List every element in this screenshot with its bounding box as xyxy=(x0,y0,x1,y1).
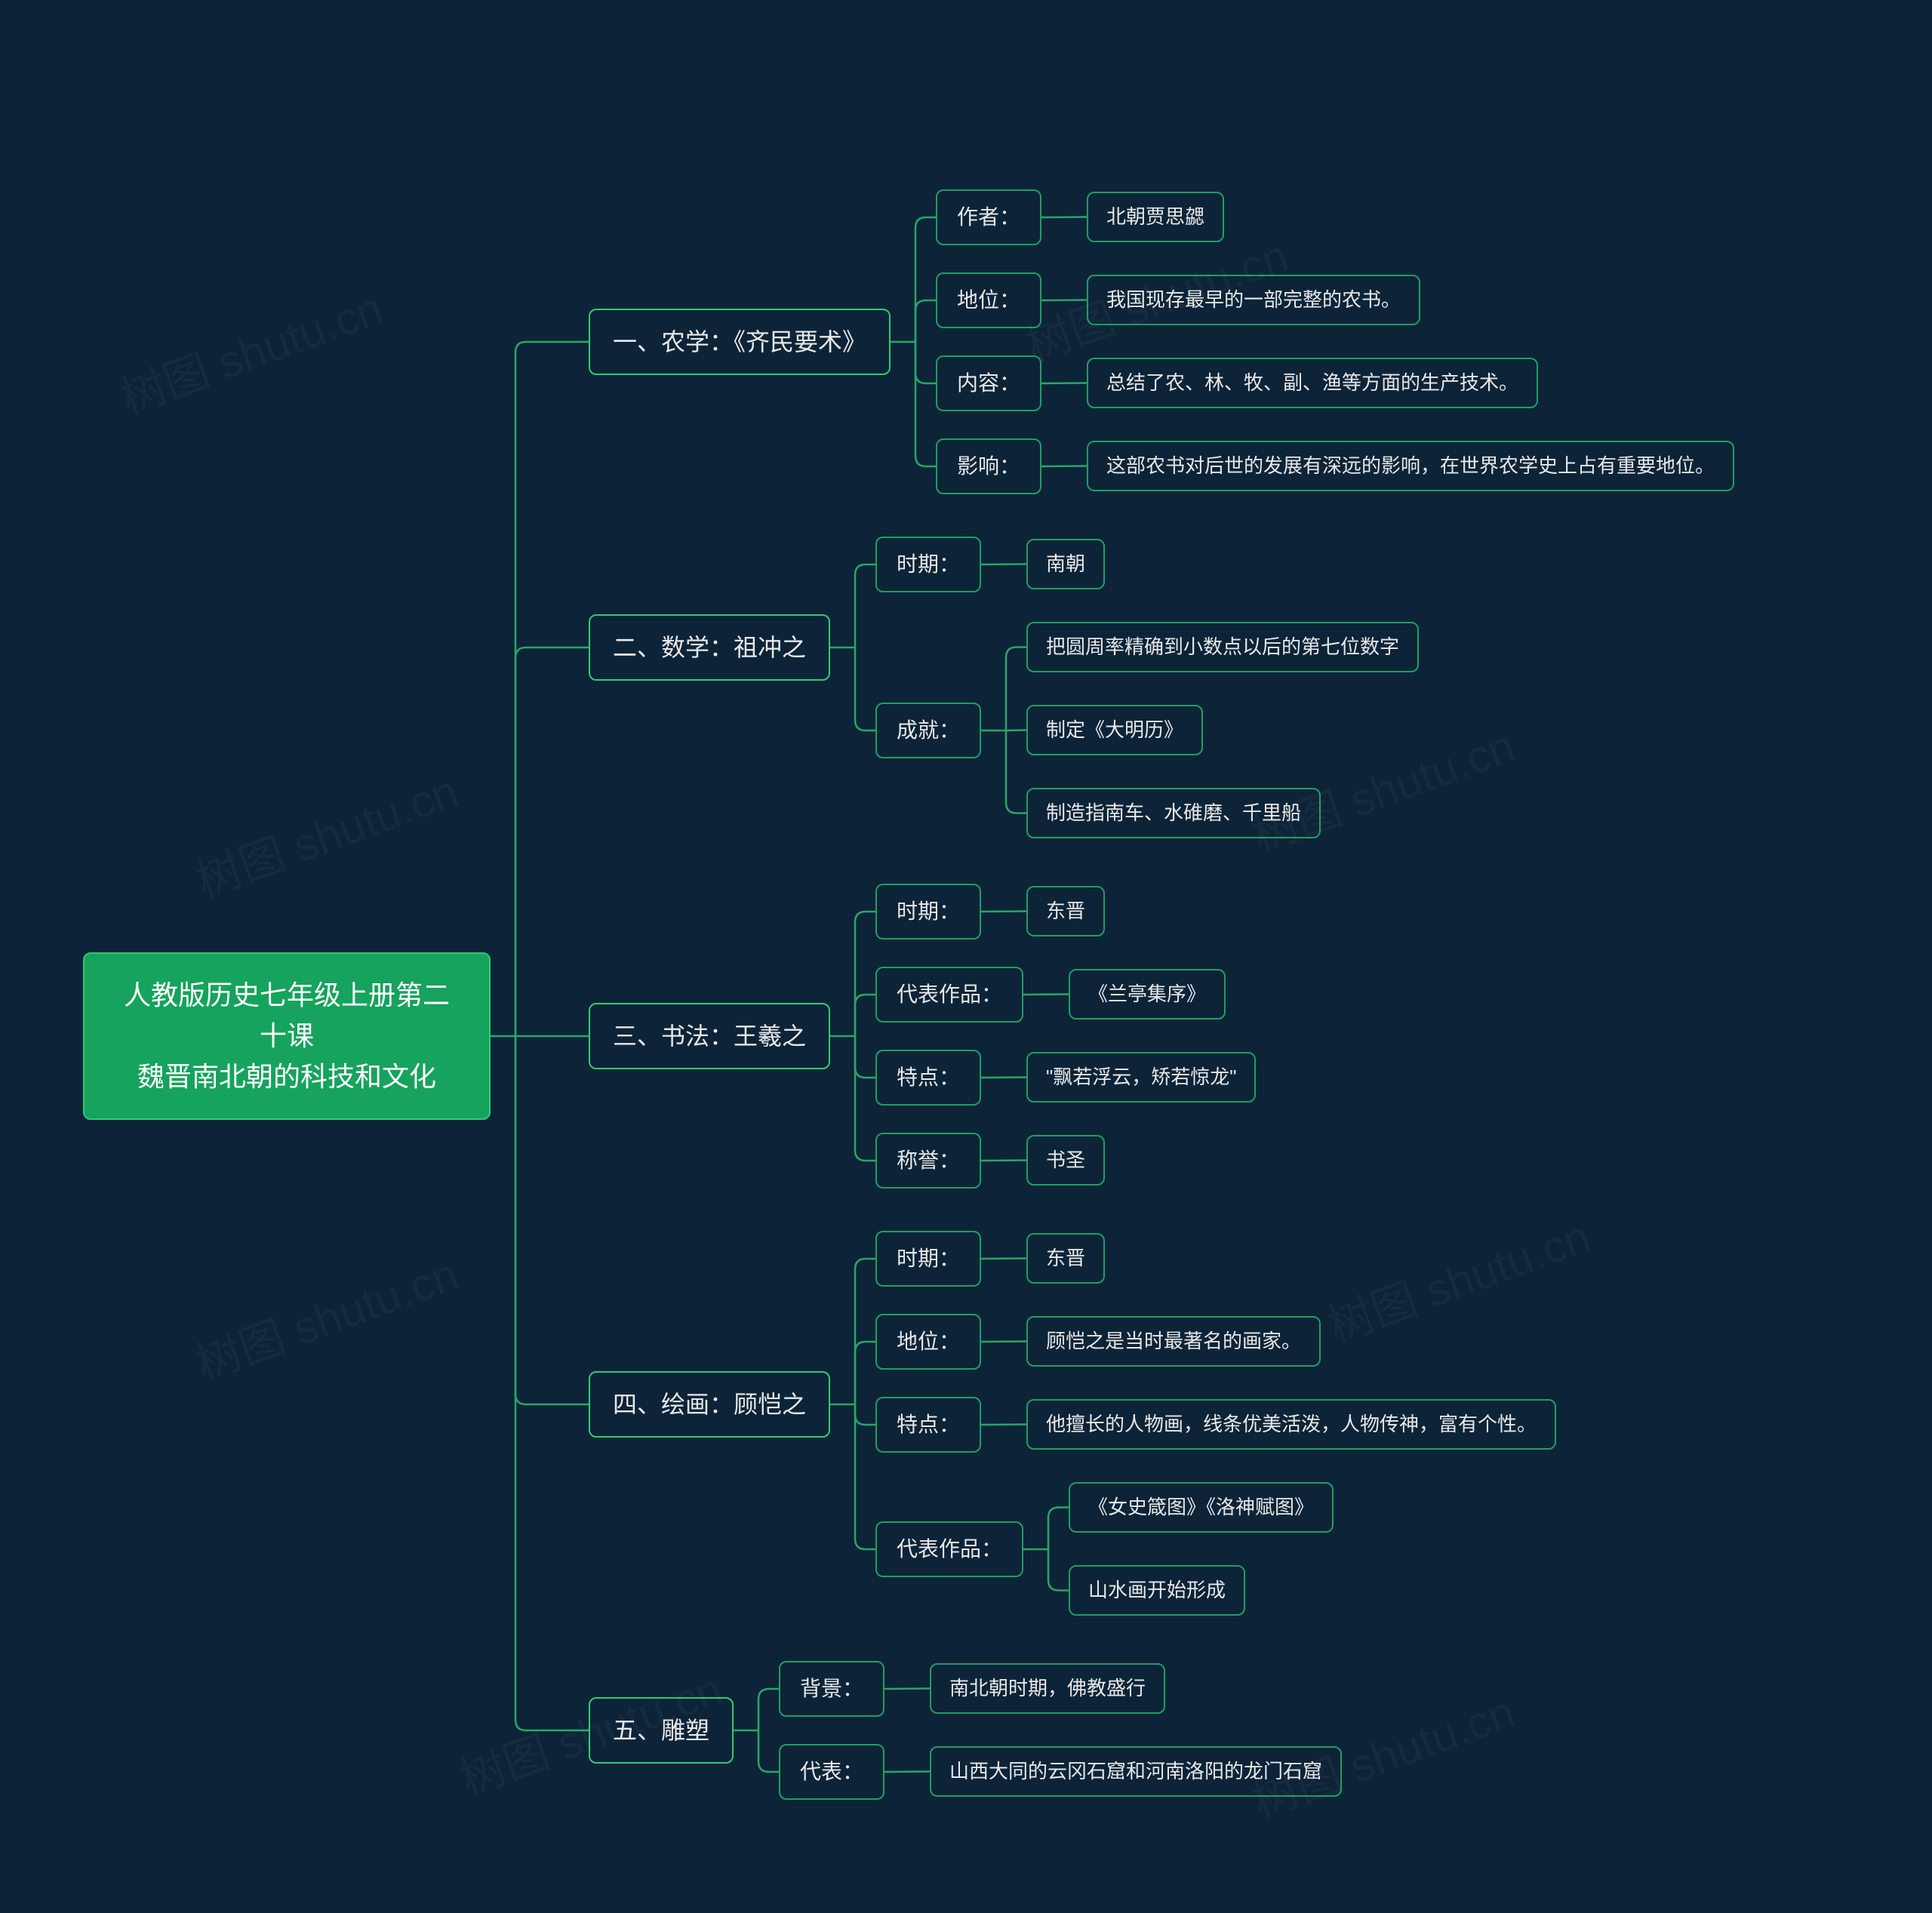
leaf-node: 《女史箴图》《洛神赋图》 xyxy=(1069,1482,1334,1533)
attribute-node: 时期： xyxy=(875,537,981,592)
leaf-node: 南朝 xyxy=(1026,539,1105,589)
attribute-node: 特点： xyxy=(875,1050,981,1106)
leaf-node: 总结了农、林、牧、副、渔等方面的生产技术。 xyxy=(1087,358,1538,408)
watermark: 树图 shutu.cn xyxy=(110,272,390,427)
attribute-node: 时期： xyxy=(875,1231,981,1287)
attribute-node: 作者： xyxy=(936,189,1041,245)
attribute-node: 代表： xyxy=(779,1744,884,1800)
attribute-node: 代表作品： xyxy=(875,1521,1023,1577)
branch-node: 三、书法：王羲之 xyxy=(589,1003,830,1069)
leaf-node: 我国现存最早的一部完整的农书。 xyxy=(1087,275,1420,325)
attribute-node: 内容： xyxy=(936,355,1041,411)
attribute-node: 地位： xyxy=(936,272,1041,328)
leaf-node: 《兰亭集序》 xyxy=(1069,969,1226,1020)
watermark: 树图 shutu.cn xyxy=(186,1238,466,1393)
branch-node: 四、绘画：顾恺之 xyxy=(589,1371,830,1438)
root-line: 人教版历史七年级上册第二十课 xyxy=(112,975,462,1056)
leaf-node: 把圆周率精确到小数点以后的第七位数字 xyxy=(1026,622,1419,672)
leaf-node: 山水画开始形成 xyxy=(1069,1565,1245,1616)
leaf-node: "飘若浮云，矫若惊龙" xyxy=(1026,1052,1256,1103)
watermark: 树图 shutu.cn xyxy=(186,755,466,910)
leaf-node: 他擅长的人物画，线条优美活泼，人物传神，富有个性。 xyxy=(1026,1399,1556,1450)
attribute-node: 时期： xyxy=(875,884,981,940)
branch-node: 五、雕塑 xyxy=(589,1697,734,1764)
attribute-node: 背景： xyxy=(779,1661,884,1717)
root-line: 魏晋南北朝的科技和文化 xyxy=(137,1056,436,1097)
attribute-node: 地位： xyxy=(875,1314,981,1370)
attribute-node: 称誉： xyxy=(875,1133,981,1189)
leaf-node: 书圣 xyxy=(1026,1135,1105,1186)
branch-node: 二、数学：祖冲之 xyxy=(589,614,830,681)
leaf-node: 制定《大明历》 xyxy=(1026,705,1203,755)
leaf-node: 东晋 xyxy=(1026,1233,1105,1284)
leaf-node: 山西大同的云冈石窟和河南洛阳的龙门石窟 xyxy=(930,1746,1342,1797)
attribute-node: 影响： xyxy=(936,438,1041,494)
leaf-node: 顾恺之是当时最著名的画家。 xyxy=(1026,1316,1321,1367)
branch-node: 一、农学：《齐民要术》 xyxy=(589,309,891,375)
leaf-node: 制造指南车、水碓磨、千里船 xyxy=(1026,788,1321,838)
mindmap-root: 人教版历史七年级上册第二十课魏晋南北朝的科技和文化 xyxy=(83,952,491,1120)
leaf-node: 东晋 xyxy=(1026,886,1105,937)
attribute-node: 成就： xyxy=(875,703,981,758)
leaf-node: 这部农书对后世的发展有深远的影响，在世界农学史上占有重要地位。 xyxy=(1087,441,1734,491)
watermark: 树图 shutu.cn xyxy=(1318,1200,1598,1355)
leaf-node: 北朝贾思勰 xyxy=(1087,192,1224,242)
leaf-node: 南北朝时期，佛教盛行 xyxy=(930,1663,1165,1714)
attribute-node: 代表作品： xyxy=(875,967,1023,1023)
attribute-node: 特点： xyxy=(875,1397,981,1453)
